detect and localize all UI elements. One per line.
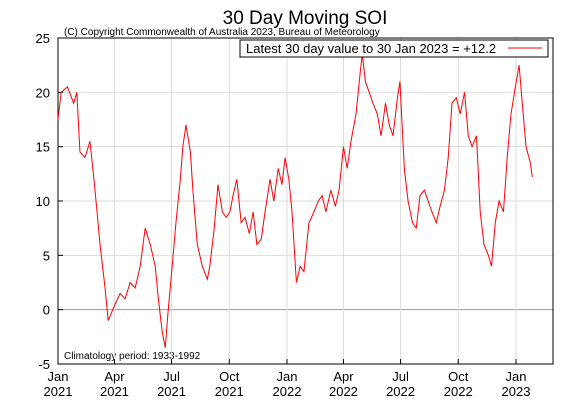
legend-label: Latest 30 day value to 30 Jan 2023 = +12…: [246, 41, 496, 56]
x-tick-label: Jul 2021: [157, 369, 186, 399]
x-tick-label: Apr 2022: [328, 369, 358, 399]
x-tick-label: Jul 2022: [386, 369, 415, 399]
x-tick-label: Jan 2021: [43, 369, 73, 399]
y-tick-label: -5: [38, 357, 50, 372]
y-tick-label: 15: [36, 140, 50, 155]
y-tick-label: 0: [43, 303, 50, 318]
y-tick-label: 25: [36, 31, 50, 46]
x-tick-label: Apr 2021: [99, 369, 129, 399]
annotation: Climatology period: 1933-1992: [64, 351, 201, 362]
x-tick-label: Jan 2023: [501, 369, 531, 399]
line-series: [57, 54, 533, 348]
grid: [57, 37, 553, 365]
y-tick-label: 10: [36, 194, 50, 209]
legend-box: [239, 39, 549, 58]
copyright: (C) Copyright Commonwealth of Australia …: [64, 27, 380, 38]
x-tick-label: Jan 2022: [272, 369, 302, 399]
x-tick-label: Oct 2022: [443, 369, 473, 399]
chart-title: 30 Day Moving SOI: [223, 8, 388, 29]
y-tick-label: 20: [36, 85, 50, 100]
y-tick-label: 5: [43, 248, 50, 263]
x-tick-label: Oct 2021: [214, 369, 244, 399]
plot-frame: [57, 37, 554, 365]
